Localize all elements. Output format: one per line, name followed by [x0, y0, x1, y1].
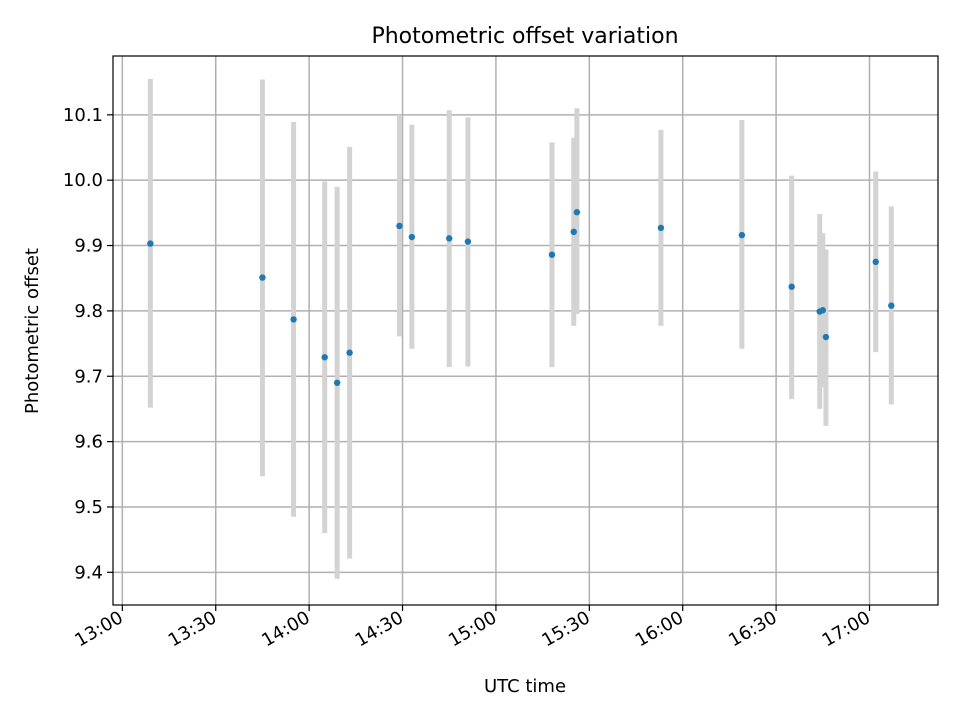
- y-tick-label: 9.8: [74, 301, 103, 322]
- data-point: [321, 354, 328, 361]
- y-tick-label: 10.1: [63, 105, 103, 126]
- data-point: [819, 307, 827, 314]
- data-point: [822, 333, 830, 341]
- data-point: [464, 238, 472, 245]
- y-axis-label: Photometric offset: [22, 248, 43, 414]
- data-point: [657, 224, 665, 232]
- y-tick-label: 9.6: [74, 432, 103, 453]
- grid-lines: [113, 56, 938, 605]
- x-axis-label: UTC time: [484, 676, 566, 697]
- y-axis-ticks: 9.4 9.5 9.6 9.7 9.8 9.9 10.0 10.1: [63, 105, 113, 583]
- data-point: [346, 349, 353, 356]
- data-point: [147, 240, 154, 247]
- y-tick-label: 9.4: [74, 562, 103, 583]
- data-point: [259, 274, 266, 281]
- y-tick-label: 9.9: [74, 236, 103, 257]
- data-point: [788, 283, 795, 290]
- data-point: [290, 316, 297, 323]
- chart-title: Photometric offset variation: [371, 24, 678, 49]
- data-points: [147, 209, 895, 386]
- data-point: [333, 379, 341, 386]
- data-point: [872, 258, 879, 266]
- y-tick-label: 10.0: [63, 170, 103, 191]
- data-point: [888, 302, 895, 309]
- data-point: [408, 233, 416, 241]
- data-point: [570, 228, 577, 236]
- data-point: [738, 231, 746, 239]
- y-tick-label: 9.5: [74, 497, 103, 518]
- data-point: [396, 222, 403, 230]
- y-tick-label: 9.7: [74, 366, 103, 387]
- data-point: [573, 209, 581, 216]
- data-point: [548, 251, 556, 258]
- data-point: [446, 235, 453, 242]
- plot-frame: [112, 55, 939, 606]
